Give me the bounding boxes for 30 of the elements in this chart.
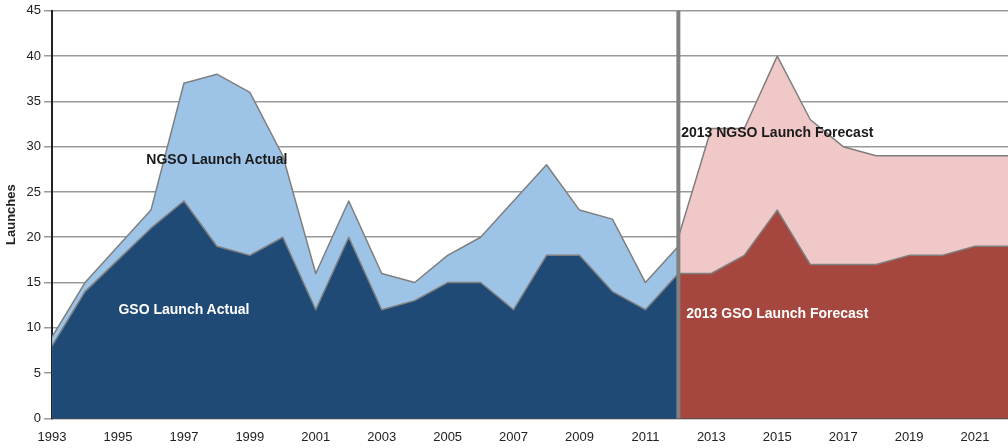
x-tick-label: 2013 <box>696 428 726 444</box>
y-tick-label: 30 <box>26 138 42 154</box>
x-tick-label: 2003 <box>367 428 397 444</box>
x-tick-label: 2019 <box>894 428 924 444</box>
x-tick-label: 1993 <box>37 428 67 444</box>
y-tick-label: 20 <box>26 228 42 244</box>
series-label: 2013 GSO Launch Forecast <box>686 305 869 322</box>
y-tick-label: 25 <box>26 183 42 199</box>
series-label: 2013 NGSO Launch Forecast <box>681 123 874 140</box>
y-tick-label: 40 <box>26 47 42 63</box>
x-tick-label: 1997 <box>169 428 199 444</box>
series-label: GSO Launch Actual <box>118 300 250 317</box>
x-tick-label: 2011 <box>631 428 660 444</box>
y-tick-label: 45 <box>26 2 42 18</box>
y-tick-label: 35 <box>26 92 42 108</box>
series-label: NGSO Launch Actual <box>146 151 288 168</box>
y-axis-title: Launches <box>3 184 19 245</box>
x-tick-label: 2001 <box>301 428 331 444</box>
x-tick-label: 2009 <box>565 428 594 444</box>
x-tick-label: 2021 <box>960 428 990 444</box>
x-tick-label: 2017 <box>828 428 858 444</box>
y-tick-label: 15 <box>26 274 42 290</box>
x-tick-label: 2015 <box>762 428 792 444</box>
x-tick-label: 1995 <box>103 428 133 444</box>
y-tick-label: 10 <box>26 319 42 335</box>
y-tick-label: 5 <box>33 364 42 380</box>
x-tick-label: 1999 <box>235 428 265 444</box>
y-tick-label: 0 <box>33 409 42 425</box>
x-tick-label: 2005 <box>433 428 463 444</box>
x-tick-label: 2007 <box>499 428 529 444</box>
